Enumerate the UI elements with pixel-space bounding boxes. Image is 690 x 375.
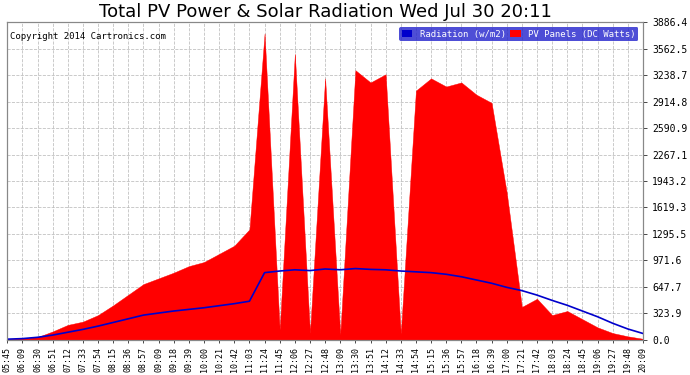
- Title: Total PV Power & Solar Radiation Wed Jul 30 20:11: Total PV Power & Solar Radiation Wed Jul…: [99, 3, 551, 21]
- Text: Copyright 2014 Cartronics.com: Copyright 2014 Cartronics.com: [10, 32, 166, 41]
- Legend: Radiation (w/m2), PV Panels (DC Watts): Radiation (w/m2), PV Panels (DC Watts): [399, 27, 638, 41]
